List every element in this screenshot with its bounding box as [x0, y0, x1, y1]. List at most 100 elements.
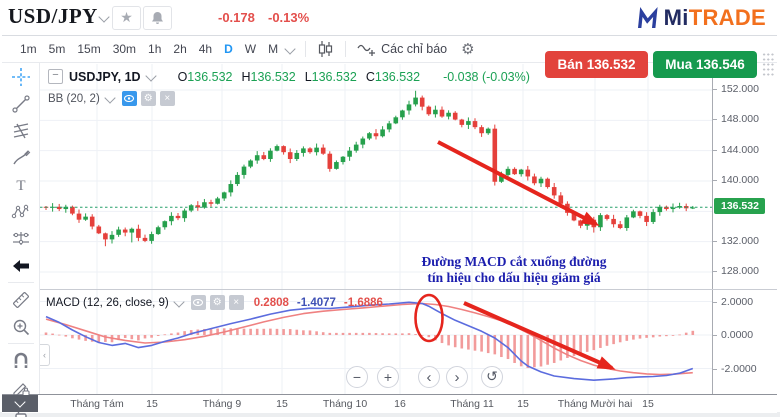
macd-histogram-bar — [592, 335, 596, 351]
macd-histogram-bar — [170, 333, 173, 335]
zoom-out-button[interactable]: − — [346, 366, 368, 388]
macd-settings-gear-icon[interactable]: ⚙ — [209, 295, 225, 310]
pane-separator[interactable] — [40, 289, 777, 290]
scroll-right-button[interactable]: › — [446, 366, 468, 388]
symbol-dropdown-chevron-icon[interactable] — [98, 11, 110, 23]
macd-chevron-icon[interactable] — [173, 295, 185, 308]
macd-histogram-bar — [368, 332, 371, 335]
candle — [571, 212, 577, 221]
macd-signal-value: -1.6886 — [343, 296, 383, 309]
macd-histogram-bar — [321, 332, 325, 335]
time-axis[interactable]: Tháng Tám 15 Tháng 9 15 Tháng 10 16 Tháng 11 15… — [2, 394, 777, 413]
buy-button[interactable]: Mua 136.546 — [653, 51, 757, 78]
candle — [155, 227, 161, 235]
collapse-legend-icon[interactable]: − — [48, 69, 63, 84]
timeframe-4h[interactable]: 4h — [198, 42, 213, 56]
candle — [386, 123, 392, 130]
tool-ruler-icon[interactable] — [2, 286, 40, 313]
macd-histogram-bar — [467, 335, 470, 350]
macd-histogram-bar — [189, 330, 193, 335]
reset-view-button[interactable]: ↺ — [481, 366, 503, 388]
tool-xabcd-pattern-icon[interactable] — [2, 198, 40, 225]
macd-remove-icon[interactable]: × — [228, 295, 244, 310]
tool-text-icon[interactable]: T — [2, 171, 40, 198]
timeframe-5m[interactable]: 5m — [48, 42, 66, 56]
scroll-left-button[interactable]: ‹ — [418, 366, 440, 388]
timeframe-more-chevron-icon[interactable] — [284, 43, 296, 55]
zoom-in-button[interactable]: + — [377, 366, 399, 388]
macd-indicator-pane[interactable] — [40, 290, 712, 394]
macd-histogram-bar — [585, 335, 589, 352]
candle — [122, 229, 128, 233]
ohlc-value: 136.532 — [311, 69, 357, 84]
macd-histogram-bar — [579, 335, 582, 354]
tool-brush-icon[interactable] — [2, 144, 40, 171]
trend-arrow-annotation[interactable] — [437, 140, 597, 226]
chevron-down-icon — [14, 396, 26, 408]
bb-visibility-eye-icon[interactable] — [121, 91, 137, 106]
sell-button[interactable]: Bán 136.532 — [545, 51, 648, 78]
candle — [459, 119, 465, 125]
price-chart-pane[interactable] — [40, 64, 712, 289]
alert-bell-button[interactable] — [143, 6, 172, 30]
macd-histogram-bar — [665, 335, 668, 337]
mitrade-logo-icon — [637, 7, 658, 28]
tool-arrow-left-icon[interactable] — [2, 252, 40, 279]
tool-forecast-icon[interactable] — [2, 225, 40, 252]
candle — [380, 129, 385, 137]
macd-histogram-bar — [519, 335, 523, 367]
macd-histogram-bar — [44, 332, 48, 335]
tool-fib-retracement-icon[interactable] — [2, 117, 40, 144]
price-axis[interactable]: 152.000 148.000 144.000 140.000 132.000 128.0… — [712, 63, 778, 394]
legend-symbol-label[interactable]: USDJPY, 1D — [69, 69, 141, 84]
timeframe-15m[interactable]: 15m — [77, 42, 101, 56]
macd-cross-circle-annotation[interactable] — [414, 293, 444, 343]
candle — [83, 216, 88, 220]
tool-trend-line-icon[interactable] — [2, 90, 40, 117]
toolbar-divider — [305, 41, 307, 57]
bb-indicator-label[interactable]: BB (20, 2) — [48, 92, 100, 105]
tool-crosshair-icon[interactable] — [2, 63, 40, 90]
timeframe-D[interactable]: D — [224, 42, 233, 56]
macd-histogram-bar — [684, 332, 688, 335]
indicators-button[interactable]: Các chỉ báo — [353, 42, 451, 57]
favorite-star-button[interactable]: ★ — [112, 6, 141, 30]
macd-histogram-bar — [420, 335, 424, 336]
timeframe-1h[interactable]: 1h — [148, 42, 162, 56]
tool-magnet-icon[interactable] — [2, 347, 40, 374]
bb-remove-icon[interactable]: × — [159, 91, 175, 106]
timeframe-30m[interactable]: 30m — [112, 42, 137, 56]
legend-symbol-chevron-icon[interactable] — [144, 69, 157, 82]
time-tick-label: 15 — [146, 398, 158, 410]
candle — [248, 160, 253, 167]
macd-indicator-label[interactable]: MACD (12, 26, close, 9) — [46, 296, 169, 309]
macd-pane-collapse-handle[interactable]: ‹ — [40, 344, 50, 366]
settings-gear-icon[interactable]: ⚙ — [461, 41, 475, 58]
macd-visibility-eye-icon[interactable] — [190, 295, 206, 310]
bb-settings-gear-icon[interactable]: ⚙ — [140, 91, 156, 106]
sidebar-collapse-button[interactable] — [2, 395, 38, 412]
trend-arrow-annotation[interactable] — [463, 301, 613, 370]
macd-histogram-bar — [335, 332, 338, 335]
macd-histogram-bar — [77, 335, 81, 340]
macd-histogram-bar — [176, 332, 180, 335]
chart-style-button[interactable] — [313, 41, 338, 57]
candle — [644, 215, 649, 222]
tool-zoom-in-icon[interactable] — [2, 313, 40, 340]
bb-chevron-icon[interactable] — [104, 91, 116, 104]
trade-panel-drag-handle[interactable] — [762, 52, 775, 77]
candle — [650, 212, 656, 222]
timeframe-2h[interactable]: 2h — [173, 42, 187, 56]
time-tick-label: Tháng 11 — [450, 398, 494, 410]
price-tick-label: 148.000 — [713, 113, 759, 126]
annotation-line1: Đường MACD cắt xuống đường — [421, 254, 607, 269]
macd-histogram-bar — [97, 335, 101, 343]
timeframe-1m[interactable]: 1m — [20, 42, 37, 56]
time-tick-label: Tháng Tám — [70, 398, 124, 410]
macd-histogram-bar — [249, 328, 252, 335]
macd-histogram-bar — [341, 332, 345, 335]
macd-histogram-bar — [480, 335, 483, 352]
timeframe-W[interactable]: W — [244, 42, 257, 56]
symbol-legend-row: − USDJPY, 1D O 136.532 H 136.532 L 136.532 C 13… — [48, 69, 530, 84]
timeframe-M[interactable]: M — [268, 42, 279, 56]
